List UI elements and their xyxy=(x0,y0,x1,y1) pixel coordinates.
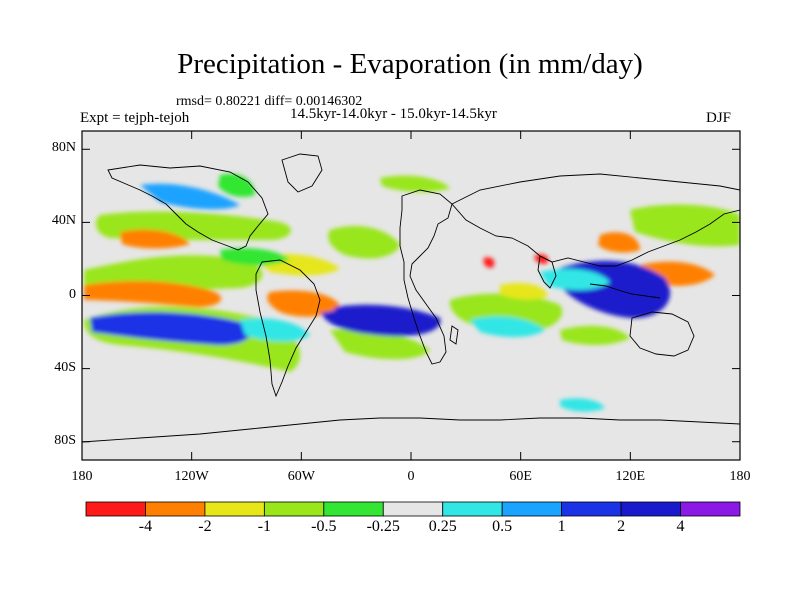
coastline-australia xyxy=(629,311,695,357)
field-tropical-atlantic-orange xyxy=(298,298,335,313)
period-label: 14.5kyr-14.0kyr - 15.0kyr-14.5kyr xyxy=(290,106,497,122)
colorbar-swatch xyxy=(501,501,563,517)
y-tick-label: 40N xyxy=(51,213,76,229)
colorbar-swatch xyxy=(442,501,503,517)
field-equatorial-pacific-orange xyxy=(84,280,222,308)
field-north-america-green xyxy=(218,173,255,197)
plot-title: Precipitation - Evaporation (in mm/day) xyxy=(177,48,643,80)
axis-tickmarks xyxy=(81,131,741,460)
field-north-pacific-orange xyxy=(120,229,190,249)
field-atlantic-green xyxy=(328,225,400,259)
colorbar-label: 2 xyxy=(617,518,626,535)
coastline-north-america xyxy=(107,164,269,251)
field-red-spot-b xyxy=(534,254,549,264)
y-tick-label: 80S xyxy=(54,432,76,448)
colorbar xyxy=(85,501,741,517)
y-tick-label: 0 xyxy=(69,286,76,302)
coastlines xyxy=(82,153,740,443)
y-tick-label: 40S xyxy=(54,359,76,375)
season-label: DJF xyxy=(706,110,732,126)
coastline-greenland xyxy=(281,153,323,193)
field-south-pacific-cyan xyxy=(240,318,310,342)
coastline-south-america xyxy=(255,259,321,398)
field-south-mid-green xyxy=(330,328,430,360)
field-spcz-blue xyxy=(90,312,251,345)
x-tick-label: 180 xyxy=(729,469,751,484)
y-tick-label: 80N xyxy=(51,140,76,156)
colorbar-swatch xyxy=(680,501,741,517)
colorbar-label: -1 xyxy=(257,518,272,535)
colorbar-swatch xyxy=(204,501,265,517)
coastline-india xyxy=(537,255,557,289)
field-west-pacific-cyan xyxy=(540,268,610,291)
colorbar-swatch xyxy=(620,501,681,517)
stats-label: rmsd= 0.80221 diff= 0.00146302 xyxy=(176,94,363,109)
x-tick-label: 60W xyxy=(287,469,315,484)
colorbar-label: 4 xyxy=(676,518,685,535)
coastline-asia xyxy=(451,173,740,267)
colorbar-label: -0.5 xyxy=(311,518,337,535)
x-tick-label: 60E xyxy=(509,469,532,484)
field-east-asia-orange xyxy=(598,232,640,253)
colorbar-swatch xyxy=(382,501,444,517)
field-red-spot-a xyxy=(483,257,495,268)
colorbar-swatch xyxy=(561,501,622,517)
field-arctic-green xyxy=(380,175,450,193)
x-tick-label: 120W xyxy=(174,469,209,484)
colorbar-label: 0.25 xyxy=(428,518,457,535)
colorbar-label: 0.5 xyxy=(492,518,513,535)
colorbar-swatch xyxy=(145,501,206,517)
colorbar-swatch xyxy=(85,501,146,517)
coastline-europe-africa xyxy=(399,189,453,365)
coastline-antarctica xyxy=(82,417,740,443)
colorbar-swatch xyxy=(263,501,325,517)
field-south-indian-green xyxy=(560,325,630,345)
colorbar-swatch xyxy=(323,501,384,517)
experiment-label: Expt = tejph-tejoh xyxy=(80,110,190,126)
field-pacific-north-green xyxy=(630,204,740,247)
field-indian-cyan xyxy=(470,316,545,337)
field-antarctic-cyan xyxy=(560,398,605,412)
coastline-madagascar xyxy=(449,325,459,345)
field-indian-yellow xyxy=(500,283,548,300)
colorbar-label: 1 xyxy=(557,518,566,535)
x-tick-label: 120E xyxy=(615,469,646,484)
x-tick-label: 0 xyxy=(407,469,415,484)
field-south-atlantic-blue xyxy=(320,304,441,337)
x-tick-label: 180 xyxy=(71,469,93,484)
field-north-atlantic-blue xyxy=(140,183,240,210)
colorbar-label: -2 xyxy=(198,518,212,535)
colorbar-label: -0.25 xyxy=(366,518,400,535)
coastline-indonesia xyxy=(589,283,661,299)
colorbar-label: -4 xyxy=(138,518,153,535)
